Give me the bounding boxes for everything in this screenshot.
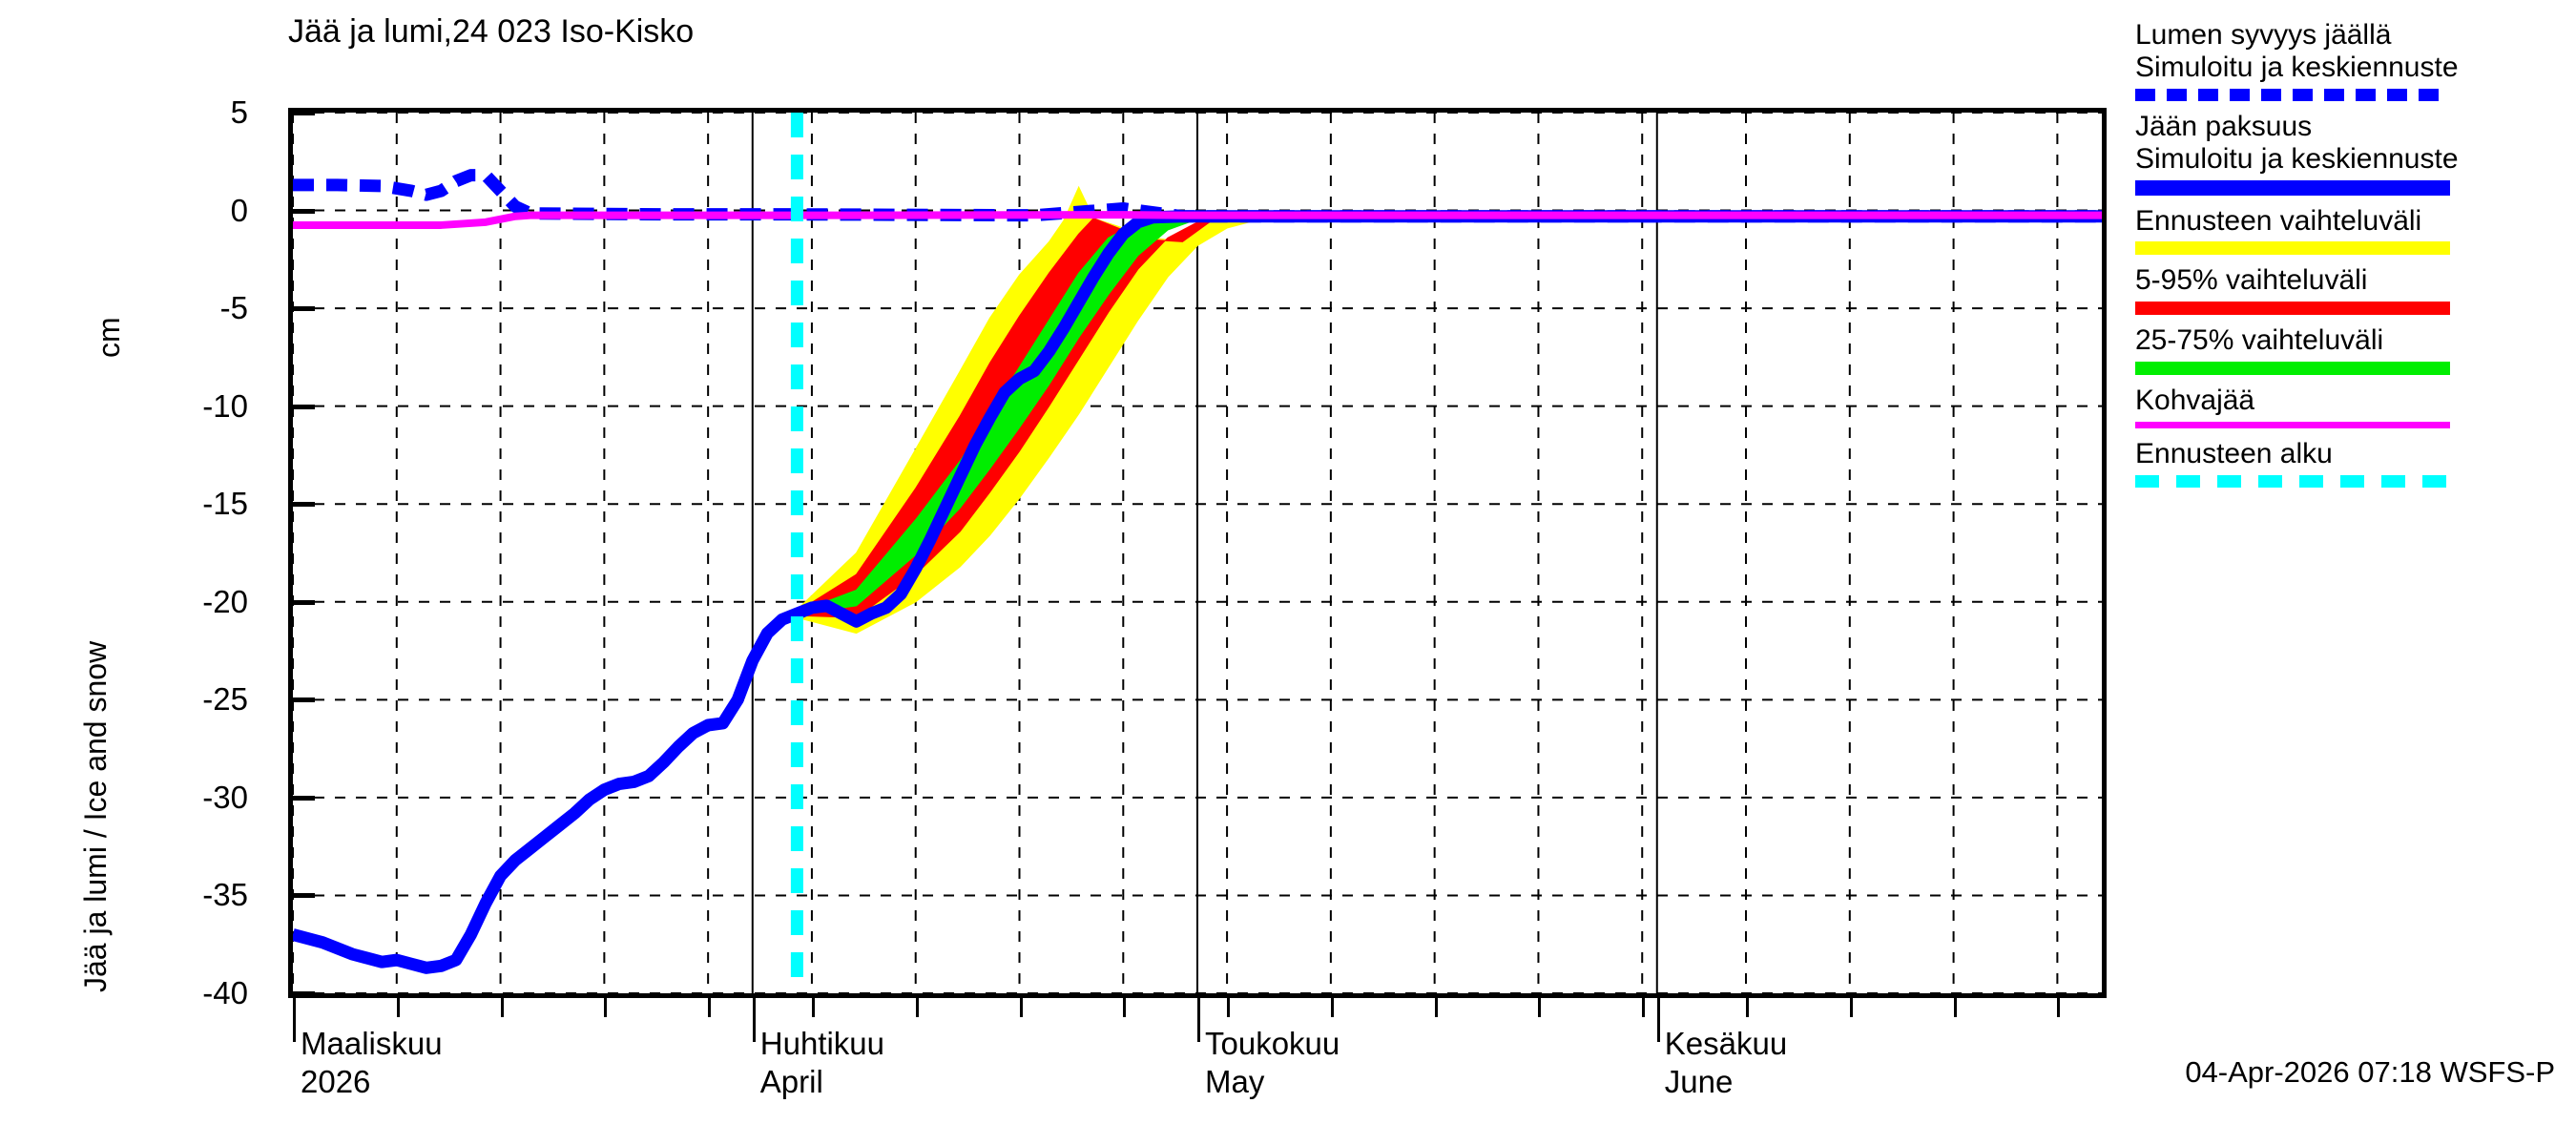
- data-series-line: [293, 211, 2102, 229]
- data-series-line: [293, 210, 2102, 974]
- y-axis-tick-label: 5: [230, 94, 248, 130]
- data-series-line: [293, 169, 2102, 223]
- legend-label-primary: Jään paksuus: [2135, 110, 2313, 142]
- y-axis-tick-label: -30: [202, 779, 248, 815]
- legend-swatch-range-5-95: [2135, 302, 2450, 316]
- x-axis-tick-mark: [604, 998, 608, 1017]
- x-axis-month-label-en: April: [759, 1064, 823, 1100]
- legend-label-secondary: Simuloitu ja keskiennuste: [2135, 51, 2459, 83]
- x-axis-month-label: Kesäkuu June: [1665, 1025, 1787, 1102]
- x-axis-month-label: Toukokuu May: [1205, 1025, 1340, 1102]
- y-axis-tick-mark: [288, 111, 315, 115]
- x-axis-tick-mark: [1953, 998, 1957, 1017]
- y-axis-tick-label: -35: [202, 877, 248, 913]
- legend-swatch-snow-depth-simulated: [2135, 88, 2450, 101]
- legend-label-secondary: Simuloitu ja keskiennuste: [2135, 142, 2459, 175]
- y-axis-tick-label: -20: [202, 583, 248, 619]
- plot-inner: [293, 113, 2102, 993]
- x-axis-month-label-en: May: [1205, 1064, 1265, 1100]
- y-axis-tick-mark: [288, 991, 315, 996]
- legend-entry-range-5-95: 5-95% vaihteluväli: [2135, 264, 2555, 316]
- y-axis-tick-mark: [288, 306, 315, 312]
- legend-entry-forecast-range: Ennusteen vaihteluväli: [2135, 205, 2555, 256]
- legend-entry-forecast-start: Ennusteen alku: [2135, 438, 2555, 489]
- y-axis-tick-label: -40: [202, 975, 248, 1010]
- y-axis-tick-label: -10: [202, 387, 248, 424]
- x-axis-month-label-fi: Toukokuu: [1205, 1026, 1340, 1061]
- chart-svg: [293, 113, 2102, 993]
- x-axis-tick-mark: [1123, 998, 1127, 1017]
- x-axis-tick-mark: [708, 998, 712, 1017]
- y-axis-tick-mark: [288, 208, 315, 214]
- x-axis-tick-mark: [1746, 998, 1750, 1017]
- x-axis-tick-mark: [1019, 998, 1023, 1017]
- legend-swatch-ice-thickness-simulated: [2135, 179, 2450, 196]
- x-axis-month-label: Huhtikuu April: [760, 1025, 884, 1102]
- x-axis-month-label-en: June: [1664, 1064, 1734, 1100]
- legend-entry-snow-depth-simulated: Lumen syvyys jäällä Simuloitu ja keskienn…: [2135, 19, 2555, 101]
- x-axis-month-label: Maaliskuu 2026: [301, 1025, 443, 1102]
- legend-label-primary: Ennusteen alku: [2135, 438, 2333, 470]
- x-axis-tick-mark: [811, 998, 815, 1017]
- x-axis-tick-mark: [1849, 998, 1853, 1017]
- x-axis-tick-mark: [1330, 998, 1334, 1017]
- x-axis-tick-mark: [1538, 998, 1542, 1017]
- page-title: Jää ja lumi,24 023 Iso-Kisko: [288, 13, 695, 50]
- y-axis-tick-mark: [288, 599, 315, 605]
- x-axis-tick-mark: [1642, 998, 1646, 1017]
- forecast-band: [796, 185, 2102, 635]
- x-axis-tick-mark: [1434, 998, 1438, 1017]
- legend-swatch-range-25-75: [2135, 362, 2450, 376]
- chart-plot-area: [288, 108, 2107, 998]
- x-axis-month-label-fi: Huhtikuu: [759, 1026, 885, 1061]
- timestamp-stamp: 04-Apr-2026 07:18 WSFS-P: [2185, 1055, 2555, 1089]
- y-axis-tick-label: 0: [230, 192, 248, 228]
- legend-label-primary: Lumen syvyys jäällä: [2135, 19, 2392, 51]
- y-axis-tick-mark: [288, 893, 315, 899]
- legend-label-primary: 5-95% vaihteluväli: [2135, 264, 2368, 297]
- y-axis-tick-mark: [288, 502, 315, 508]
- legend-entry-range-25-75: 25-75% vaihteluväli: [2135, 324, 2555, 376]
- x-axis-tick-mark: [2057, 998, 2061, 1017]
- x-axis-tick-mark: [915, 998, 919, 1017]
- x-axis-month-tick: [1656, 998, 1660, 1042]
- legend-label-primary: Ennusteen vaihteluväli: [2135, 204, 2422, 237]
- legend-entry-ice-thickness-simulated: Jään paksuus Simuloitu ja keskiennuste: [2135, 111, 2555, 196]
- legend-label-primary: Kohvajää: [2135, 385, 2255, 417]
- legend-entry-slush-ice: Kohvajää: [2135, 385, 2555, 429]
- x-axis-month-label-en: 2026: [301, 1064, 371, 1100]
- x-axis-tick-mark: [1227, 998, 1231, 1017]
- x-axis-tick-mark: [396, 998, 400, 1017]
- chart-legend: Lumen syvyys jäällä Simuloitu ja keskienn…: [2135, 19, 2555, 497]
- y-axis-tick-mark: [288, 404, 315, 409]
- x-axis-month-tick: [1197, 998, 1200, 1042]
- x-axis-month-label-fi: Kesäkuu: [1664, 1026, 1788, 1061]
- y-axis-tick-label: -5: [219, 290, 248, 326]
- y-axis-tick-label: -25: [202, 681, 248, 718]
- y-axis-tick-label: -15: [202, 486, 248, 522]
- legend-label-primary: 25-75% vaihteluväli: [2135, 324, 2384, 357]
- y-axis-tick-mark: [288, 697, 315, 703]
- legend-swatch-forecast-start: [2135, 475, 2450, 489]
- legend-swatch-forecast-range: [2135, 241, 2450, 256]
- x-axis-month-tick: [293, 998, 296, 1042]
- legend-swatch-slush-ice: [2135, 422, 2450, 429]
- x-axis-tick-mark: [500, 998, 504, 1017]
- x-axis-month-label-fi: Maaliskuu: [301, 1026, 443, 1061]
- x-axis-month-tick: [752, 998, 756, 1042]
- y-axis-tick-mark: [288, 795, 315, 801]
